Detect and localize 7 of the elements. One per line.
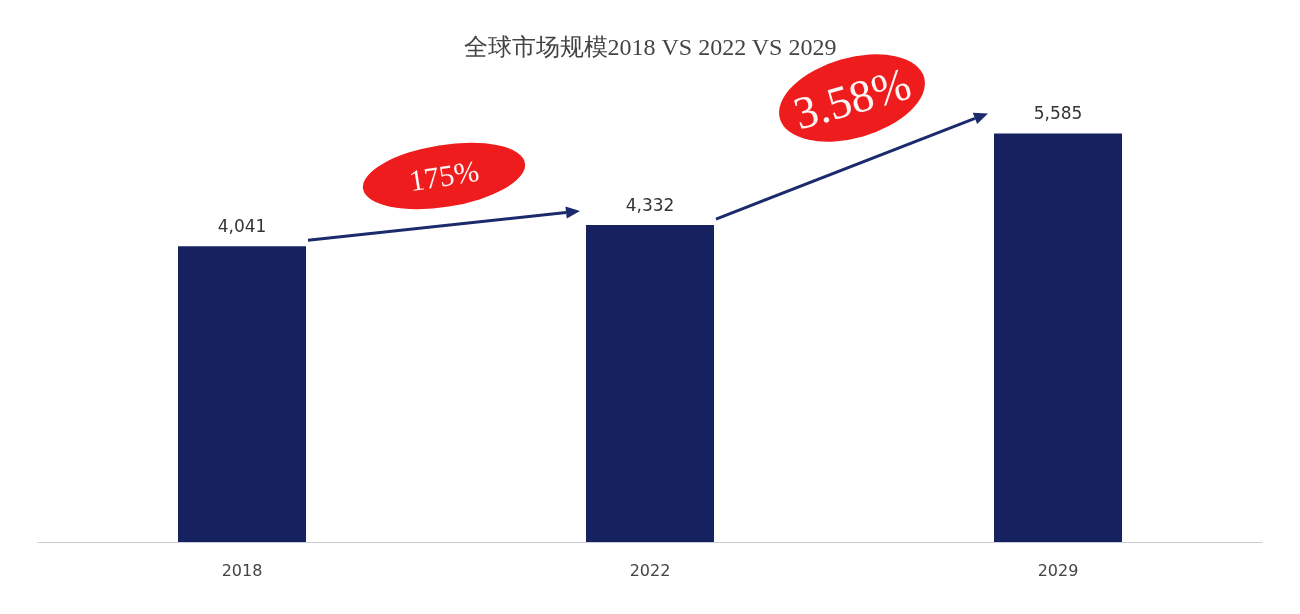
data-label: 4,041 xyxy=(217,215,267,236)
data-label: 5,585 xyxy=(1033,102,1083,123)
x-tick-label: 2018 xyxy=(221,560,263,580)
data-label: 4,332 xyxy=(625,194,675,215)
annotation: 175% xyxy=(406,153,482,198)
x-tick-label: 2029 xyxy=(1037,560,1079,580)
x-tick-label: 2022 xyxy=(629,560,671,580)
